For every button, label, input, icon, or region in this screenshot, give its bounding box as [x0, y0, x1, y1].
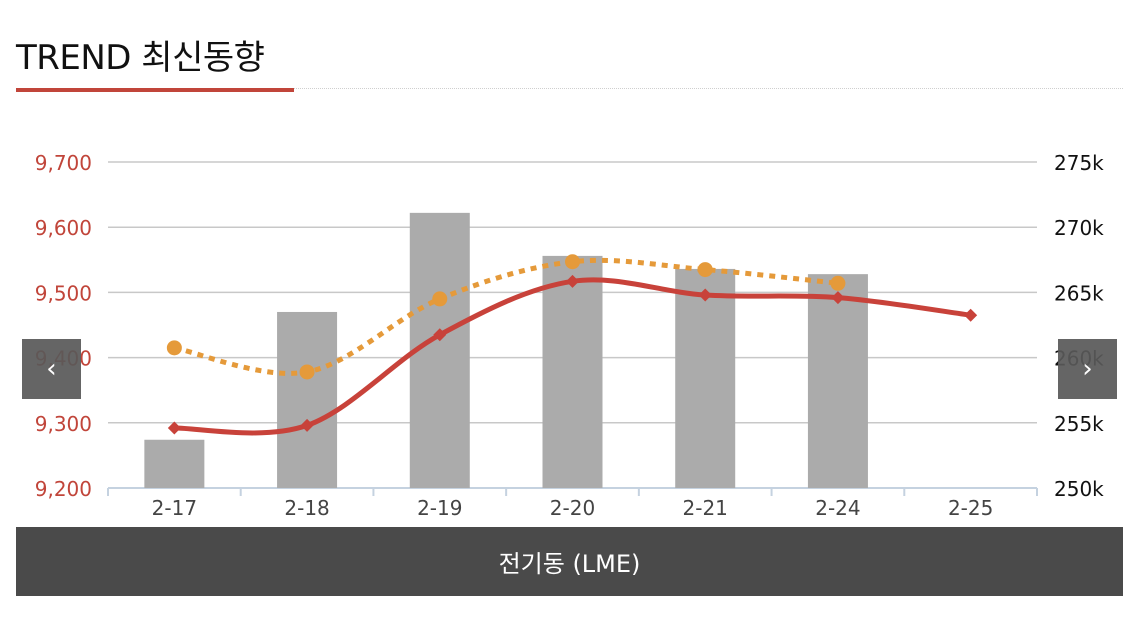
- dotted-series-line: [173, 257, 839, 376]
- y-right-tick-label: 250k: [1054, 477, 1104, 501]
- x-tick-label: 2-18: [284, 496, 329, 520]
- solid-series-point: [300, 418, 314, 432]
- dotted-series-point: [432, 291, 448, 307]
- y-left-tick-label: 9,700: [35, 151, 92, 175]
- y-left-tick-label: 9,600: [35, 216, 92, 240]
- bar: [542, 255, 603, 488]
- dotted-series-point: [166, 340, 182, 356]
- title-divider: [16, 88, 1123, 89]
- y-left-tick-label: 9,500: [35, 281, 92, 305]
- bar: [277, 311, 338, 488]
- prev-arrow-button[interactable]: ‹: [22, 339, 81, 399]
- x-tick-label: 2-25: [948, 496, 993, 520]
- y-right-tick-label: 265k: [1054, 281, 1104, 305]
- solid-series-point: [964, 308, 978, 322]
- y-left-tick-label: 9,300: [35, 412, 92, 436]
- x-tick-label: 2-19: [417, 496, 462, 520]
- dotted-series-point: [830, 275, 846, 291]
- chevron-right-icon: ›: [1082, 354, 1093, 384]
- y-left-tick-label: 9,200: [35, 477, 92, 501]
- chevron-left-icon: ‹: [46, 354, 57, 384]
- y-right-tick-label: 255k: [1054, 412, 1104, 436]
- solid-series-point: [433, 328, 447, 342]
- y-right-tick-label: 270k: [1054, 216, 1104, 240]
- solid-series-point: [167, 421, 181, 435]
- x-tick-label: 2-17: [152, 496, 197, 520]
- footer-label: 전기동 (LME): [498, 550, 641, 578]
- x-tick-label: 2-21: [683, 496, 728, 520]
- page-title: TREND 최신동향: [16, 38, 265, 78]
- x-tick-label: 2-20: [550, 496, 595, 520]
- bar: [144, 439, 205, 488]
- dotted-series-point: [299, 364, 315, 380]
- y-right-tick-label: 275k: [1054, 151, 1104, 175]
- dotted-series-point: [565, 254, 580, 270]
- title-accent-bar: [16, 88, 294, 92]
- solid-series-point: [831, 291, 845, 305]
- footer-label-bar[interactable]: 전기동 (LME): [16, 527, 1123, 596]
- bar: [675, 268, 736, 488]
- dotted-series-point: [697, 262, 713, 278]
- x-tick-label: 2-24: [815, 496, 860, 520]
- solid-series-point: [698, 288, 712, 302]
- bar: [807, 274, 868, 488]
- solid-series-point: [566, 274, 579, 288]
- next-arrow-button[interactable]: ›: [1058, 339, 1117, 399]
